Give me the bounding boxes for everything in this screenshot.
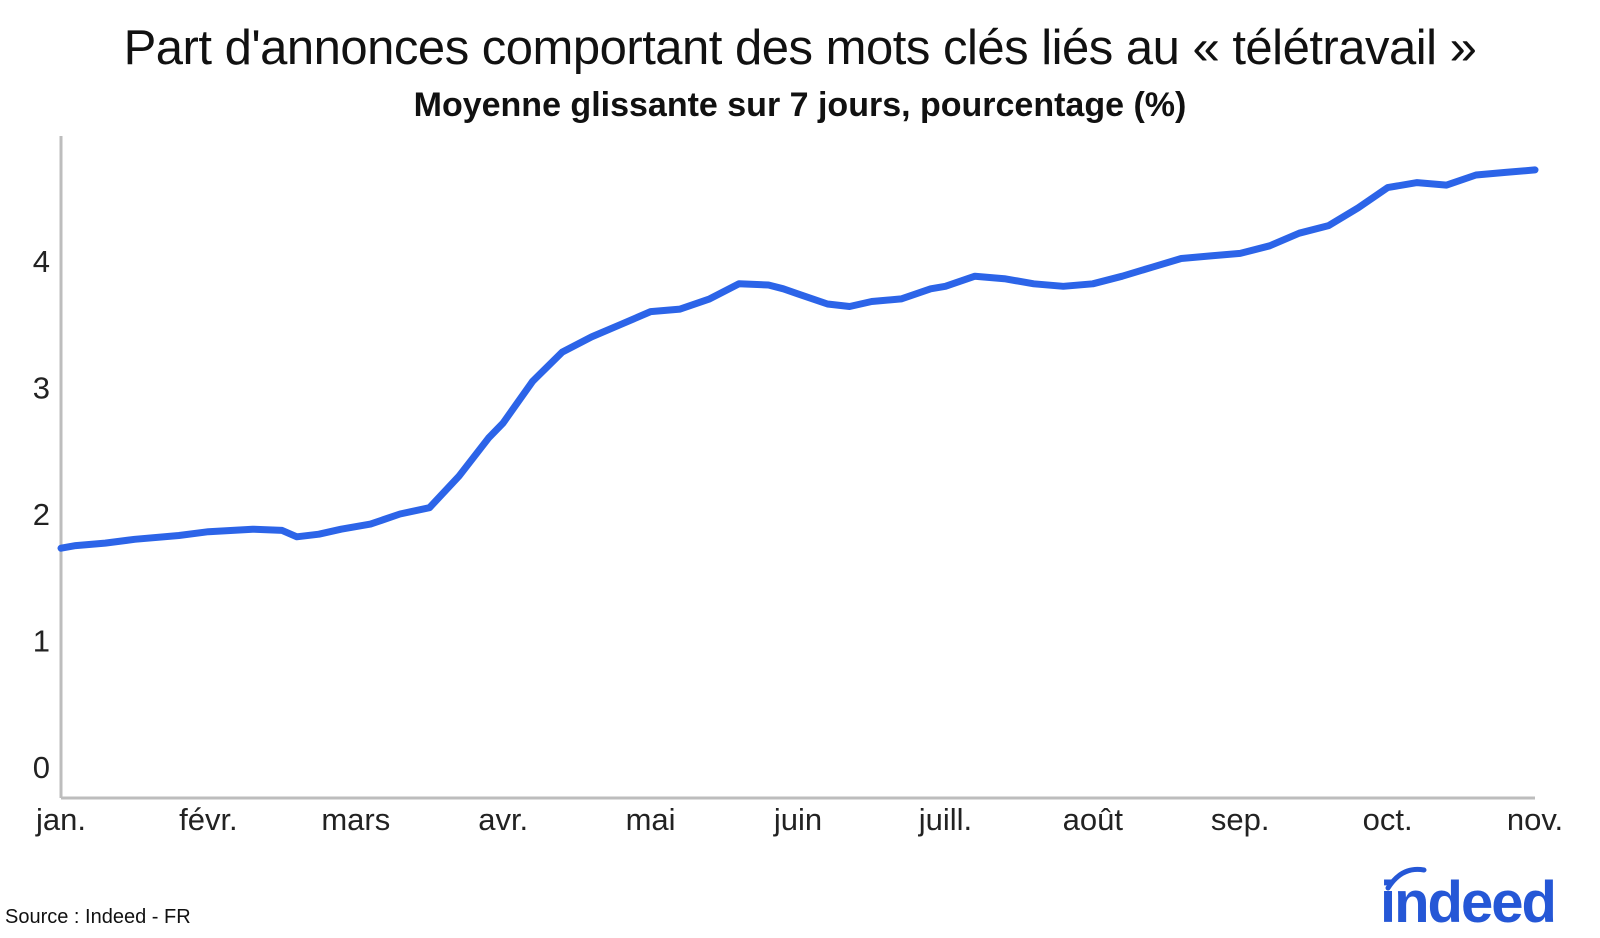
chart-subtitle: Moyenne glissante sur 7 jours, pourcenta… xyxy=(413,86,1187,124)
y-tick-label: 0 xyxy=(33,750,50,785)
source-note: Source : Indeed - FR xyxy=(5,906,191,928)
x-tick-label: mai xyxy=(626,802,676,837)
x-tick-label: juin xyxy=(773,802,822,837)
x-tick-label: avr. xyxy=(478,802,528,837)
indeed-logo[interactable]: indeed xyxy=(1380,860,1580,930)
x-tick-labels: jan. févr. mars avr. mai juin juill. août sep. oc… xyxy=(35,802,1563,837)
logo-arc-icon xyxy=(1385,866,1427,891)
x-tick-label: jan. xyxy=(35,802,86,837)
x-tick-label: févr. xyxy=(179,802,238,837)
series-line xyxy=(57,166,1539,552)
x-tick-label: nov. xyxy=(1507,802,1563,837)
x-tick-label: oct. xyxy=(1363,802,1413,837)
y-tick-label: 1 xyxy=(33,624,50,659)
y-tick-labels: 0 1 2 3 4 xyxy=(33,244,50,785)
x-tick-label: mars xyxy=(321,802,390,837)
x-tick-label: juill. xyxy=(918,802,972,837)
y-tick-label: 3 xyxy=(33,371,50,406)
y-tick-label: 4 xyxy=(33,244,50,279)
logo-wordmark: indeed xyxy=(1380,870,1555,930)
chart-title: Part d'annonces comportant des mots clés… xyxy=(123,21,1477,75)
x-tick-label: août xyxy=(1063,802,1124,837)
x-tick-label: sep. xyxy=(1211,802,1270,837)
y-tick-label: 2 xyxy=(33,497,50,532)
